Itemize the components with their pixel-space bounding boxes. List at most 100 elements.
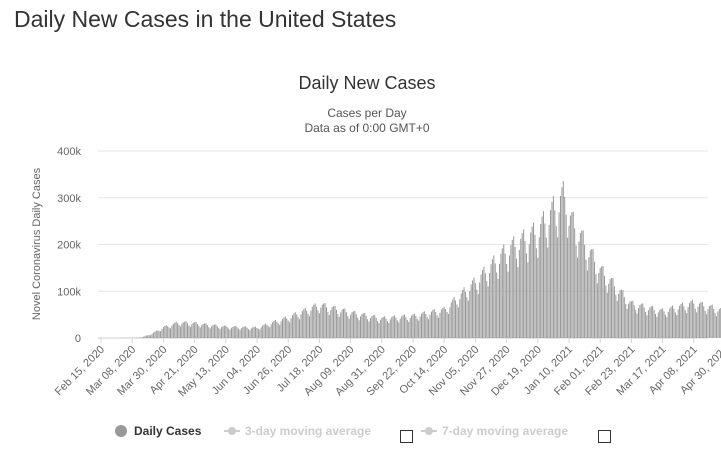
bar <box>581 230 583 338</box>
bar <box>340 312 342 338</box>
toggle-3-day-average-checkbox[interactable] <box>400 430 413 443</box>
bar <box>605 285 607 338</box>
bar <box>252 327 254 338</box>
bar <box>568 225 570 338</box>
bar <box>486 280 488 338</box>
bar <box>324 303 326 338</box>
bar <box>259 329 261 338</box>
bar <box>286 318 288 338</box>
bar <box>521 233 523 338</box>
bar <box>569 215 571 338</box>
bar <box>711 304 713 338</box>
bar <box>443 306 445 338</box>
bar <box>402 315 404 338</box>
bar <box>659 309 661 338</box>
bar <box>243 326 245 338</box>
bar <box>141 337 143 338</box>
bar <box>165 325 167 338</box>
bar <box>656 316 658 338</box>
bar <box>603 275 605 338</box>
bar <box>582 230 584 338</box>
bar <box>277 323 279 338</box>
bar <box>381 317 383 338</box>
chart-title: Daily New Cases <box>298 73 435 93</box>
bar <box>396 320 398 338</box>
bar <box>175 321 177 338</box>
bar <box>263 324 265 338</box>
bar <box>681 302 683 338</box>
bar <box>415 315 417 338</box>
bar <box>246 327 248 338</box>
bar <box>290 318 292 338</box>
bar <box>481 270 483 338</box>
bar <box>673 308 675 338</box>
bar <box>550 209 552 338</box>
bar <box>158 330 160 338</box>
bar <box>348 318 350 338</box>
bar <box>399 318 401 338</box>
bar <box>579 232 581 338</box>
bar <box>473 277 475 338</box>
bar <box>388 323 390 338</box>
bar <box>333 306 335 338</box>
bar <box>185 321 187 338</box>
bar <box>657 312 659 338</box>
bar <box>345 312 347 338</box>
bar <box>575 245 577 338</box>
bar <box>599 267 601 338</box>
bar <box>667 311 669 338</box>
bar <box>289 322 291 338</box>
bar <box>367 319 369 338</box>
bar <box>645 312 647 338</box>
bar <box>310 310 312 338</box>
bar <box>256 327 258 338</box>
bar <box>372 315 374 338</box>
bar <box>567 237 569 338</box>
bar <box>239 329 241 338</box>
bar <box>148 335 150 338</box>
toggle-7-day-average-checkbox[interactable] <box>598 430 611 443</box>
bar <box>455 300 457 338</box>
bar <box>355 314 357 338</box>
bar <box>272 322 274 338</box>
bar <box>145 335 147 338</box>
bar <box>236 327 238 338</box>
bar-series-daily-cases[interactable] <box>103 181 721 338</box>
bar <box>208 326 210 338</box>
bar <box>274 320 276 338</box>
bar <box>474 283 476 338</box>
bar <box>191 324 193 338</box>
bar <box>331 307 333 338</box>
legend-item-daily-cases[interactable]: Daily Cases <box>115 424 201 438</box>
bar <box>510 245 512 338</box>
bar <box>316 306 318 338</box>
bar <box>157 330 159 338</box>
bar <box>398 322 400 338</box>
bar <box>338 316 340 338</box>
bar <box>592 249 594 338</box>
bar <box>483 266 485 338</box>
bar <box>541 216 543 338</box>
bar <box>513 236 515 338</box>
bar <box>684 310 686 338</box>
legend-item-3-day-average[interactable]: 3-day moving average <box>224 424 371 438</box>
bar <box>447 314 449 338</box>
bar <box>421 313 423 338</box>
bar <box>687 307 689 338</box>
bar <box>364 312 366 338</box>
bar <box>232 326 234 338</box>
bar <box>152 332 154 338</box>
chart-legend: Daily Cases 3-day moving average 7-day m… <box>0 424 721 448</box>
bar <box>361 314 363 338</box>
bar <box>273 321 275 338</box>
bar <box>470 284 472 338</box>
bar <box>395 317 397 338</box>
legend-item-7-day-average[interactable]: 7-day moving average <box>421 424 568 438</box>
bar <box>620 289 622 338</box>
bar <box>643 307 645 338</box>
bar <box>198 326 200 338</box>
bar <box>365 316 367 338</box>
bar <box>257 328 259 338</box>
bar <box>606 292 608 338</box>
bar <box>460 293 462 338</box>
